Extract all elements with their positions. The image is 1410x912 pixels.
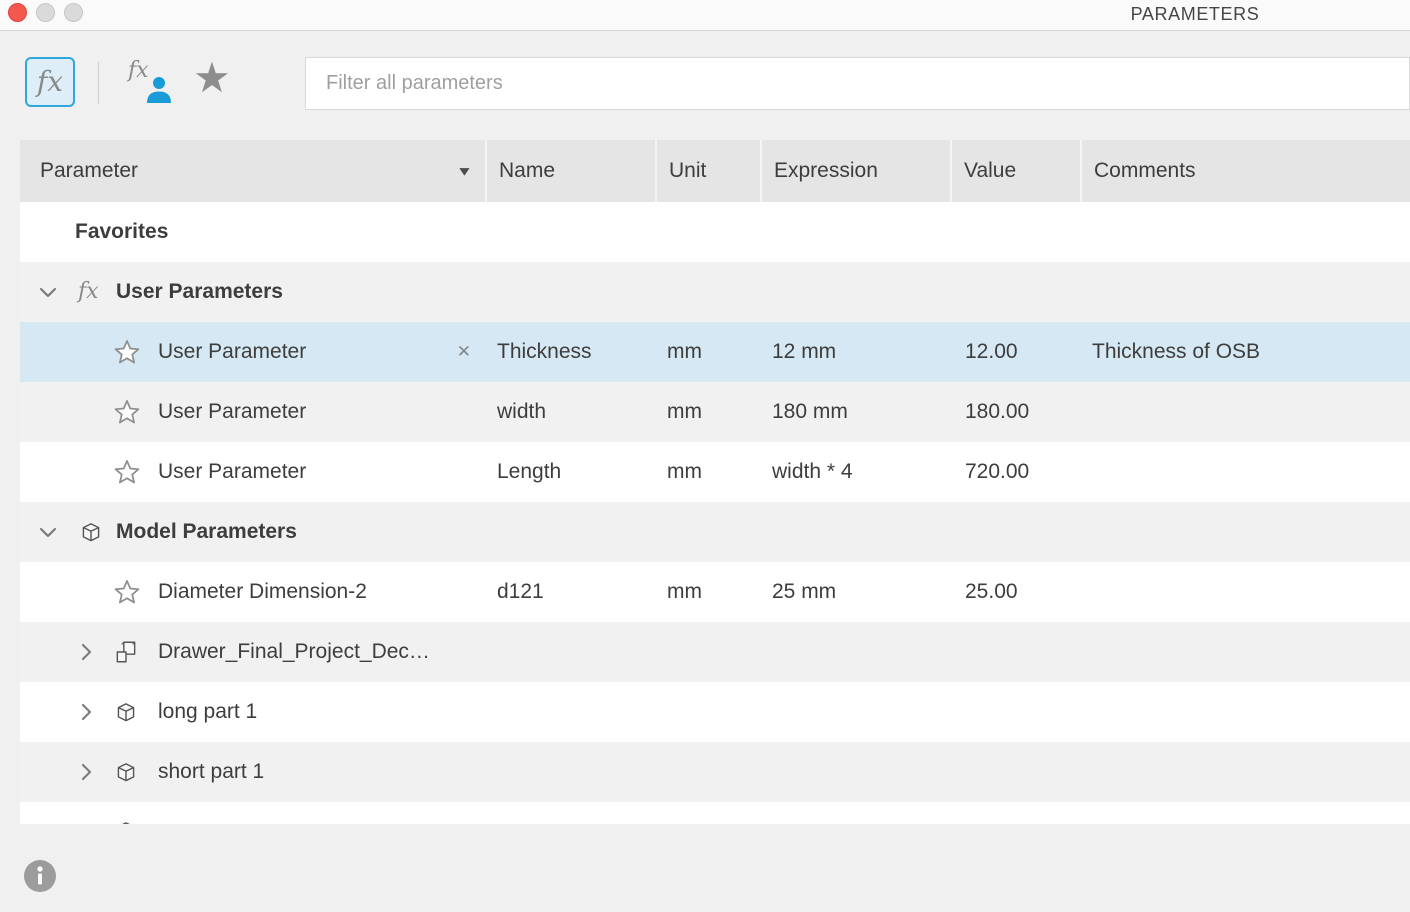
favorite-star-icon[interactable] [113, 338, 141, 366]
table-row-short-part-1[interactable]: short part 1 [20, 742, 1410, 802]
window-title: PARAMETERS [1130, 4, 1260, 24]
column-header-comments[interactable]: Comments [1080, 140, 1410, 202]
cell-unit[interactable]: mm [667, 400, 702, 423]
table-row-model-parameters-group[interactable]: Model Parameters [20, 502, 1410, 562]
minimize-window-button[interactable] [36, 3, 55, 22]
cell-unit[interactable]: mm [667, 340, 702, 363]
chevron-right-icon [80, 822, 96, 824]
cell-unit[interactable]: mm [667, 460, 702, 483]
user-parameters-filter-toggle-button[interactable]: fx [25, 57, 75, 107]
table-row-thickness[interactable]: User Parameter ✕ Thickness mm 12 mm 12.0… [20, 322, 1410, 382]
chevron-right-icon[interactable] [80, 762, 96, 782]
titlebar: PARAMETERS [0, 0, 1410, 31]
fx-icon: fx [36, 65, 64, 98]
table-row-diameter-dimension-2[interactable]: Diameter Dimension-2 d121 mm 25 mm 25.00 [20, 562, 1410, 622]
row-label: short part 1 [158, 760, 265, 783]
person-icon [147, 77, 171, 103]
cell-expression[interactable]: width * 4 [772, 460, 853, 483]
delete-parameter-icon[interactable]: ✕ [456, 342, 471, 361]
favorite-star-icon[interactable] [113, 578, 141, 606]
sort-dropdown-icon[interactable]: ▼ [455, 163, 474, 179]
table-row-user-parameters-group[interactable]: fx User Parameters [20, 262, 1410, 322]
cell-value: 720.00 [965, 460, 1030, 483]
column-header-parameter[interactable]: Parameter ▼ [40, 159, 474, 182]
cell-expression[interactable]: 12 mm [772, 340, 837, 363]
cell-expression[interactable]: 180 mm [772, 400, 848, 423]
chevron-right-icon[interactable] [80, 702, 96, 722]
row-label: Drawer_Final_Project_Dec… [158, 640, 430, 663]
toolbar-divider [98, 62, 99, 104]
table-row-partial[interactable] [20, 802, 1410, 824]
chevron-down-icon[interactable] [38, 286, 58, 299]
column-header-name[interactable]: Name [485, 140, 655, 202]
cell-name[interactable]: d121 [497, 580, 544, 603]
row-label: Favorites [75, 220, 169, 243]
chevron-right-icon[interactable] [80, 642, 96, 662]
zoom-window-button[interactable] [64, 3, 83, 22]
row-label: User Parameter [158, 400, 307, 423]
cube-icon [113, 759, 139, 785]
table-row-favorites[interactable]: Favorites [20, 202, 1410, 262]
close-window-button[interactable] [8, 3, 27, 22]
fx-icon: fx [128, 58, 149, 83]
favorite-star-icon[interactable] [113, 398, 141, 426]
cell-expression[interactable]: 25 mm [772, 580, 837, 603]
cell-name[interactable]: width [497, 400, 547, 423]
cube-icon [113, 699, 139, 725]
cube-icon [113, 818, 139, 824]
cell-value: 25.00 [965, 580, 1018, 603]
row-label: User Parameters [116, 280, 283, 303]
row-label: long part 1 [158, 700, 258, 723]
column-header-value[interactable]: Value [950, 140, 1080, 202]
column-header-unit[interactable]: Unit [655, 140, 760, 202]
column-header-expression[interactable]: Expression [760, 140, 950, 202]
table-row-drawer-final-project[interactable]: Drawer_Final_Project_Dec… [20, 622, 1410, 682]
info-icon [37, 866, 43, 885]
add-user-parameter-button[interactable]: fx [126, 58, 178, 106]
row-label: User Parameter [158, 340, 307, 363]
favorite-star-icon[interactable] [113, 458, 141, 486]
star-icon: ★ [193, 54, 231, 101]
cell-name[interactable]: Thickness [497, 340, 592, 363]
cell-value: 180.00 [965, 400, 1030, 423]
cell-name[interactable]: Length [497, 460, 562, 483]
table-header-row: Parameter ▼ Name Unit Expression Value C… [20, 140, 1410, 202]
row-label: User Parameter [158, 460, 307, 483]
info-button[interactable] [24, 860, 56, 892]
table-row-length[interactable]: User Parameter Length mm width * 4 720.0… [20, 442, 1410, 502]
parameters-table: Parameter ▼ Name Unit Expression Value C… [20, 140, 1410, 824]
show-favorites-button[interactable]: ★ [188, 52, 236, 104]
table-row-width[interactable]: User Parameter width mm 180 mm 180.00 [20, 382, 1410, 442]
component-icon [113, 639, 139, 665]
table-row-long-part-1[interactable]: long part 1 [20, 682, 1410, 742]
cell-comments[interactable]: Thickness of OSB [1092, 340, 1261, 363]
cell-unit[interactable]: mm [667, 580, 702, 603]
row-label: Model Parameters [116, 520, 297, 543]
cube-icon [78, 519, 104, 545]
filter-parameters-input[interactable] [305, 57, 1410, 110]
row-label: Diameter Dimension-2 [158, 580, 367, 603]
cell-value: 12.00 [965, 340, 1018, 363]
fx-icon: fx [78, 279, 99, 304]
chevron-down-icon[interactable] [38, 526, 58, 539]
